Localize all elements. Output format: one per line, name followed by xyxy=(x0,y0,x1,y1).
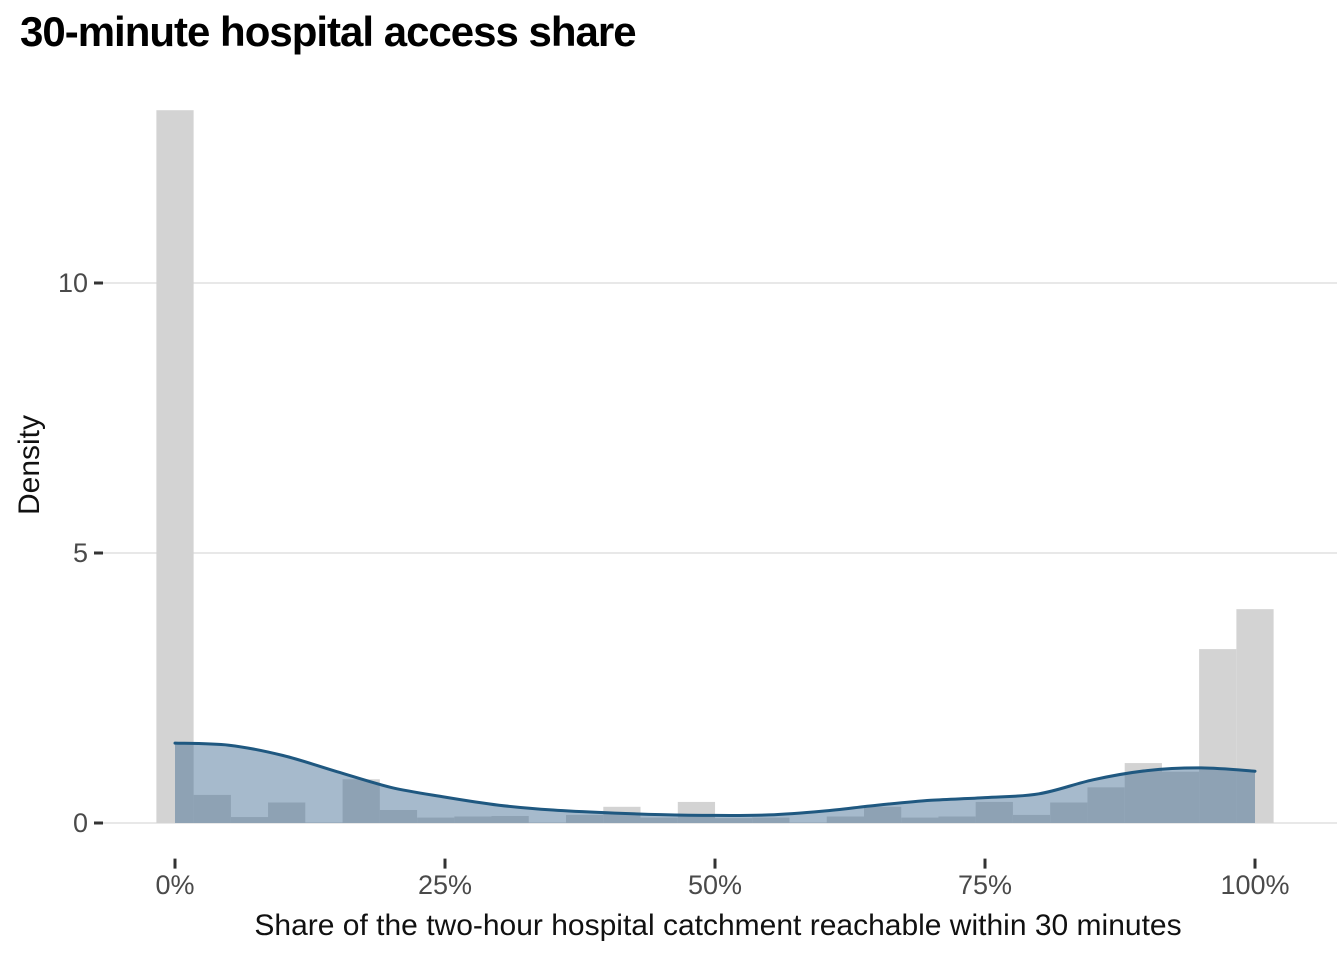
histogram-bar xyxy=(752,817,790,823)
y-tick-label: 10 xyxy=(57,268,88,298)
density-area xyxy=(175,743,1255,823)
histogram-bar xyxy=(714,818,753,823)
histogram-bar xyxy=(863,806,902,823)
histogram-bar xyxy=(417,817,455,823)
histogram-bar xyxy=(1236,609,1274,823)
histogram-bar xyxy=(826,816,864,823)
y-tick-label: 0 xyxy=(72,808,88,838)
x-tick-label: 75% xyxy=(957,870,1013,900)
histogram-bar xyxy=(454,816,492,823)
histogram-bar xyxy=(491,815,529,823)
histogram-bar xyxy=(640,817,678,823)
x-tick-label: 25% xyxy=(417,870,473,900)
histogram-bar xyxy=(342,779,380,823)
histogram-bar xyxy=(379,810,418,823)
histogram-bar xyxy=(975,801,1013,823)
density-line xyxy=(173,741,1257,817)
histogram-bar xyxy=(156,110,194,823)
histogram-bar xyxy=(1087,787,1125,823)
histogram-bar xyxy=(268,802,306,823)
chart-title: 30-minute hospital access share xyxy=(20,8,637,55)
histogram-bar xyxy=(193,794,231,823)
x-tick-label: 50% xyxy=(687,870,743,900)
histogram-bar xyxy=(677,801,716,823)
y-axis-title: Density xyxy=(13,414,46,516)
histogram-bar xyxy=(1161,771,1200,823)
histogram-bar xyxy=(230,817,269,823)
x-axis-title: Share of the two-hour hospital catchment… xyxy=(254,909,1182,942)
x-tick-label: 0% xyxy=(155,870,195,900)
y-tick-label: 5 xyxy=(72,538,88,568)
histogram-bar xyxy=(1199,649,1237,823)
histogram-bar xyxy=(1050,802,1088,823)
histogram-bar xyxy=(938,816,976,823)
histogram-bar xyxy=(566,814,604,823)
histogram-bar xyxy=(901,817,939,823)
x-tick-label: 100% xyxy=(1220,870,1290,900)
histogram-bar xyxy=(1012,814,1051,823)
histogram-bar xyxy=(603,806,641,823)
